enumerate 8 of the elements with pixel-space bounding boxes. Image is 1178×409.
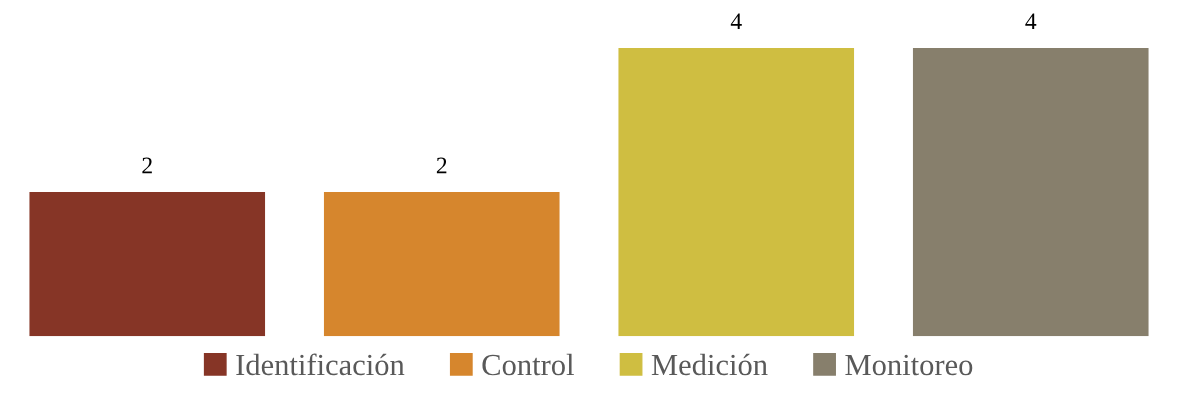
legend-label: Identificación xyxy=(236,353,405,376)
legend-label: Monitoreo xyxy=(845,354,973,376)
data-label: 4 xyxy=(1025,13,1037,30)
data-label: 4 xyxy=(730,13,742,30)
legend-label: Medición xyxy=(651,353,768,376)
data-label: 2 xyxy=(142,157,152,174)
legend-label: Control xyxy=(482,353,574,376)
data-label: 2 xyxy=(436,157,447,174)
